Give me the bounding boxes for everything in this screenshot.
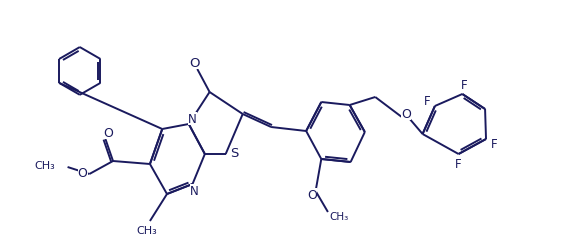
- Text: CH₃: CH₃: [329, 211, 348, 221]
- Text: O: O: [402, 108, 411, 120]
- Text: CH₃: CH₃: [136, 225, 157, 235]
- Text: F: F: [460, 78, 467, 92]
- Text: N: N: [188, 112, 197, 126]
- Text: F: F: [424, 94, 430, 108]
- Text: N: N: [190, 184, 198, 198]
- Text: O: O: [189, 56, 200, 70]
- Text: O: O: [77, 166, 87, 179]
- Text: O: O: [307, 188, 317, 201]
- Text: F: F: [455, 158, 462, 170]
- Text: S: S: [230, 146, 239, 159]
- Text: CH₃: CH₃: [34, 161, 55, 171]
- Text: O: O: [103, 126, 113, 139]
- Text: F: F: [491, 138, 498, 151]
